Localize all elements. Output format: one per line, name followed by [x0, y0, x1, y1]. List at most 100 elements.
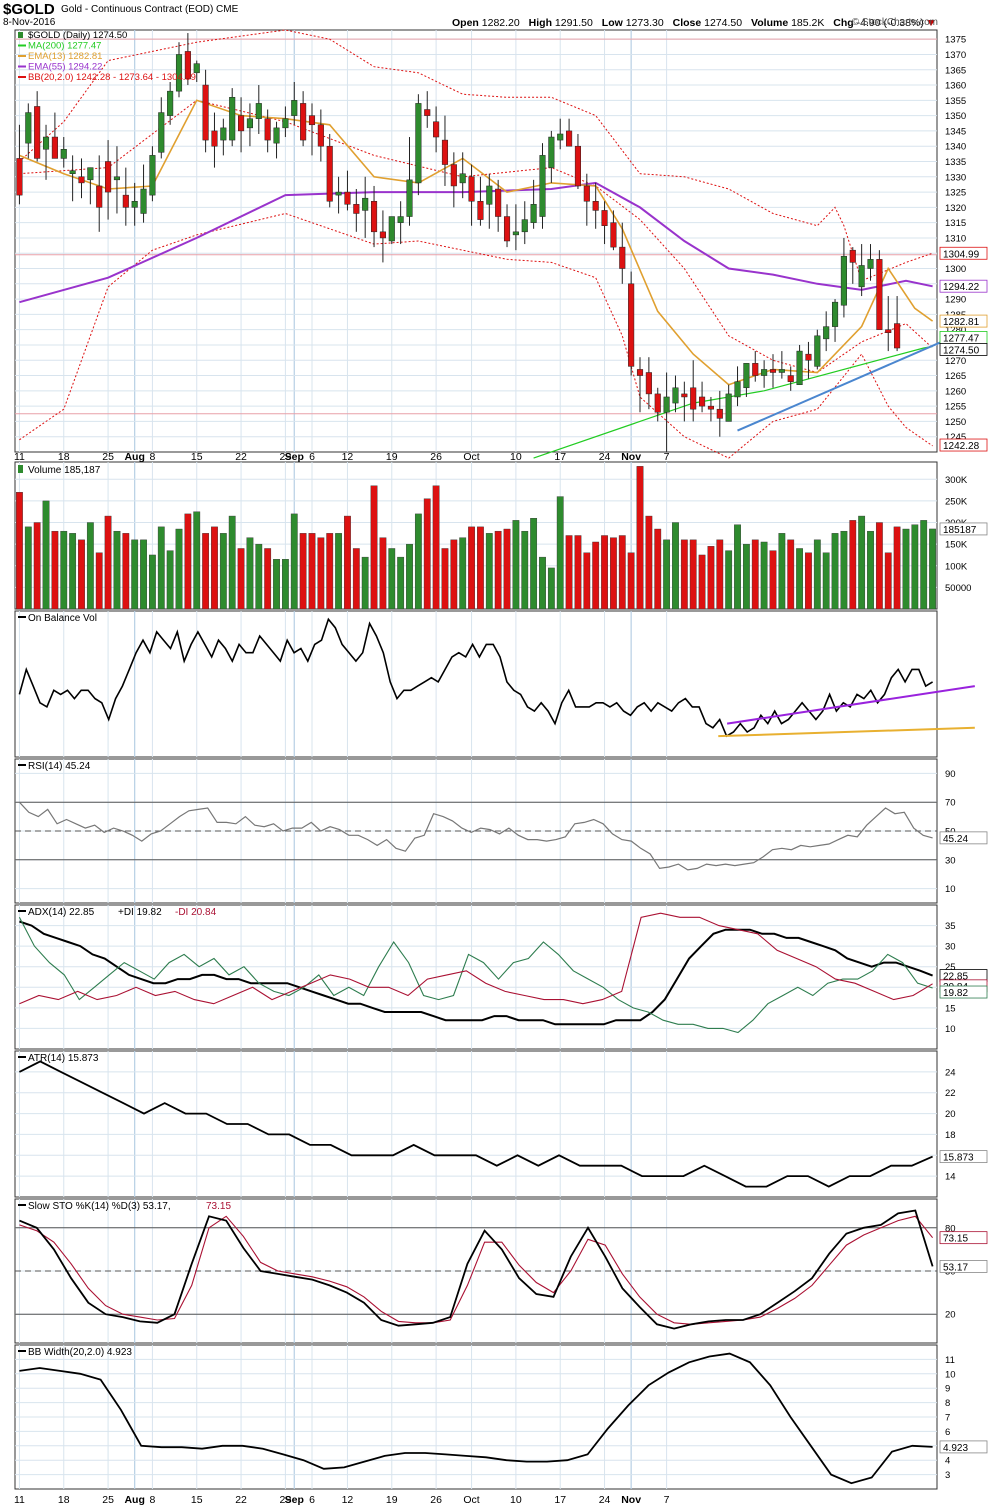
high-label: High [528, 17, 552, 29]
candle-body [557, 133, 564, 141]
price-tick-label: 1290 [945, 295, 966, 306]
atr-tick-label: 20 [945, 1109, 956, 1120]
chg-value: -4.90 (-0.38%) [856, 17, 924, 29]
sto-badge: 53.17 [943, 1262, 968, 1273]
candle-body [87, 167, 94, 181]
volume-tick-label: 300K [945, 475, 968, 486]
candle-body [122, 194, 129, 208]
rsi-badge-box [939, 831, 988, 845]
volume-bar [450, 539, 458, 610]
candle-body [415, 103, 422, 184]
bottom-x-label: 10 [510, 1494, 522, 1506]
volume-bar [95, 552, 103, 610]
candle-body [592, 200, 599, 211]
candle-body [849, 249, 856, 263]
mdi-legend: -DI 20.84 [175, 907, 217, 918]
candle-body [610, 222, 617, 248]
volume-bar [574, 535, 582, 610]
price-tick-label: 1365 [945, 65, 966, 76]
candle-body [840, 256, 847, 306]
bbw-tick-label: 9 [945, 1384, 950, 1395]
candle-body [645, 372, 652, 395]
down-arrow-icon [926, 20, 935, 27]
candle-body [601, 210, 608, 226]
candle-body [370, 200, 378, 233]
adx-series-line [19, 912, 933, 1005]
candle-body [459, 173, 466, 184]
price-tick-label: 1360 [945, 81, 966, 92]
candle-body [78, 176, 85, 184]
rsi-tick-label: 30 [945, 855, 956, 866]
sto-tick-label: 20 [945, 1310, 956, 1321]
volume-bar [751, 539, 759, 610]
volume-bar [636, 466, 644, 610]
volume-bar [707, 546, 715, 610]
pdi-legend: +DI 19.82 [118, 907, 162, 918]
price-badge: 1304.99 [943, 249, 980, 260]
candle-body [238, 115, 245, 132]
volume-bar [477, 526, 484, 610]
volume-bar [16, 492, 23, 610]
price-x-label: Nov [621, 451, 641, 463]
volume-bar [494, 530, 502, 610]
candle-body [707, 405, 714, 410]
candle-body [264, 118, 271, 141]
price-x-label: 17 [554, 451, 566, 463]
price-badge-box [939, 314, 988, 328]
bottom-x-label: 15 [191, 1494, 203, 1506]
candle-body [734, 381, 741, 398]
candle-body [300, 103, 307, 141]
price-tick-label: 1325 [945, 188, 966, 199]
bb-lower-line [19, 212, 933, 459]
low-label: Low [601, 17, 623, 29]
candle-body [823, 326, 830, 340]
candle-body [814, 335, 821, 367]
price-x-label: 6 [309, 451, 315, 463]
sto-badge-box [939, 1260, 988, 1273]
candle-body [663, 396, 670, 413]
obv-line [18, 617, 934, 738]
price-x-label: 7 [664, 451, 670, 463]
candle-body [149, 155, 156, 196]
price-legend-entry: EMA(13) 1282.81 [28, 51, 102, 62]
price-tick-label: 1320 [945, 203, 966, 214]
rsi-tick-label: 90 [945, 769, 956, 780]
candle-body [308, 115, 316, 126]
price-badge-box [939, 343, 988, 356]
bbw-badge-box [939, 1440, 988, 1454]
volume-bar [113, 530, 121, 610]
volume-bar [459, 537, 467, 610]
volume-bar [219, 533, 227, 610]
volume-badge-box [939, 522, 988, 536]
volume-bar [725, 550, 733, 610]
bottom-x-label: 18 [58, 1494, 70, 1506]
price-tick-label: 1315 [945, 218, 966, 229]
volume-bar [423, 498, 431, 610]
obv-trendline [718, 726, 975, 738]
open-value: 1282.20 [481, 17, 520, 29]
volume-bar [547, 567, 555, 610]
volume-tick-label: 100K [945, 561, 968, 572]
volume-bar [60, 530, 68, 610]
sto-tick-label: 80 [945, 1223, 956, 1234]
volume-bar [698, 554, 706, 610]
price-x-label: 22 [235, 451, 247, 463]
price-x-label: 11 [14, 451, 25, 463]
rsi-badge: 45.24 [943, 834, 968, 845]
bottom-x-label: 26 [430, 1494, 442, 1506]
price-x-label: 15 [191, 451, 203, 463]
adx-tick-label: 35 [945, 921, 956, 932]
volume-bar [645, 515, 653, 610]
price-tick-label: 1375 [945, 35, 966, 46]
volume-bar [468, 526, 475, 610]
volume-bar [406, 543, 413, 610]
price-legend-entry: BB(20,2.0) 1242.28 - 1273.64 - 1304.99 [28, 72, 196, 83]
candle-body [158, 112, 165, 153]
volume-bar [929, 528, 936, 610]
candle-body [291, 100, 298, 116]
candle-body [743, 363, 750, 389]
ohlc-readout: Open 1282.20 High 1291.50 Low 1273.30 Cl… [452, 17, 935, 29]
support-trendline [737, 340, 942, 432]
candle-body [858, 265, 865, 288]
atr-badge: 15.873 [943, 1153, 974, 1164]
